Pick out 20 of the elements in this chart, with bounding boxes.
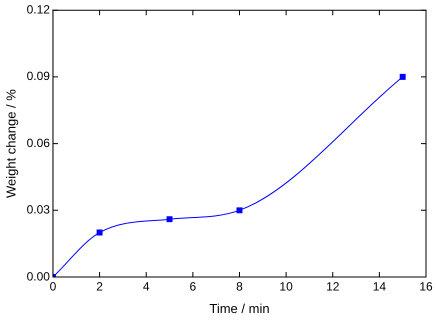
y-tick-label: 0.09 bbox=[26, 69, 50, 84]
y-tick-label: 0.00 bbox=[26, 269, 50, 284]
y-tick-label: 0.06 bbox=[26, 136, 50, 150]
y-axis-title: Weight change / % bbox=[3, 88, 18, 198]
y-tick-label: 0.12 bbox=[26, 2, 50, 17]
y-tick-label: 0.03 bbox=[26, 202, 50, 217]
x-tick-label: 0 bbox=[50, 280, 57, 294]
point bbox=[96, 230, 103, 236]
x-tick-label: 14 bbox=[372, 280, 386, 294]
x-tick-label: 6 bbox=[190, 280, 197, 294]
x-tick-label: 2 bbox=[96, 280, 104, 294]
x-tick-label: 12 bbox=[326, 280, 340, 294]
x-tick-label: 8 bbox=[236, 280, 244, 294]
x-tick-label: 10 bbox=[279, 280, 294, 294]
x-tick-label: 16 bbox=[419, 280, 433, 294]
point bbox=[400, 74, 406, 80]
x-axis-title: Time / min bbox=[209, 300, 270, 316]
point bbox=[236, 207, 242, 214]
point bbox=[166, 216, 173, 222]
x-tick-label: 4 bbox=[142, 280, 150, 294]
